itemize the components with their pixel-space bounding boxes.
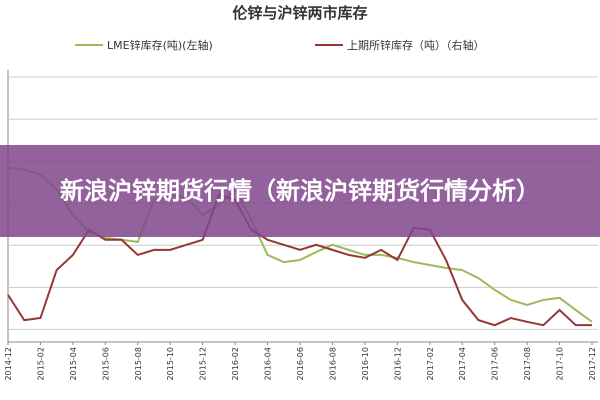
series-line <box>7 166 593 323</box>
chart-title: 伦锌与沪锌两市库存 <box>232 4 367 22</box>
x-tick-label: 2017-10 <box>556 347 565 380</box>
x-tick-label: 2016-08 <box>328 347 337 380</box>
x-tick-label: 2015-08 <box>134 347 143 380</box>
x-tick-label: 2017-06 <box>491 347 500 380</box>
series-line <box>7 193 592 327</box>
legend-label: LME锌库存(吨)(左轴) <box>107 38 213 52</box>
x-tick-label: 2016-04 <box>264 347 273 380</box>
banner: 新浪沪锌期货行情（新浪沪锌期货行情分析） <box>0 145 600 237</box>
x-tick-label: 2016-10 <box>361 347 370 380</box>
x-tick-label: 2017-02 <box>426 347 435 380</box>
x-tick-label: 2014-12 <box>4 347 13 380</box>
x-tick-label: 2017-08 <box>523 347 532 380</box>
x-tick-label: 2016-02 <box>231 347 240 380</box>
x-tick-label: 2015-10 <box>166 347 175 380</box>
x-tick-label: 2016-06 <box>296 347 305 380</box>
x-tick-label: 2015-04 <box>69 347 78 380</box>
x-tick-label: 2016-12 <box>393 347 402 380</box>
x-tick-label: 2015-06 <box>101 347 110 380</box>
x-tick-label: 2015-12 <box>199 347 208 380</box>
x-tick-label: 2017-04 <box>458 347 467 380</box>
legend-label: 上期所锌库存（吨）（右轴） <box>347 38 485 52</box>
x-tick-label: 2017-12 <box>588 347 597 380</box>
x-tick-label: 2015-02 <box>36 347 45 380</box>
